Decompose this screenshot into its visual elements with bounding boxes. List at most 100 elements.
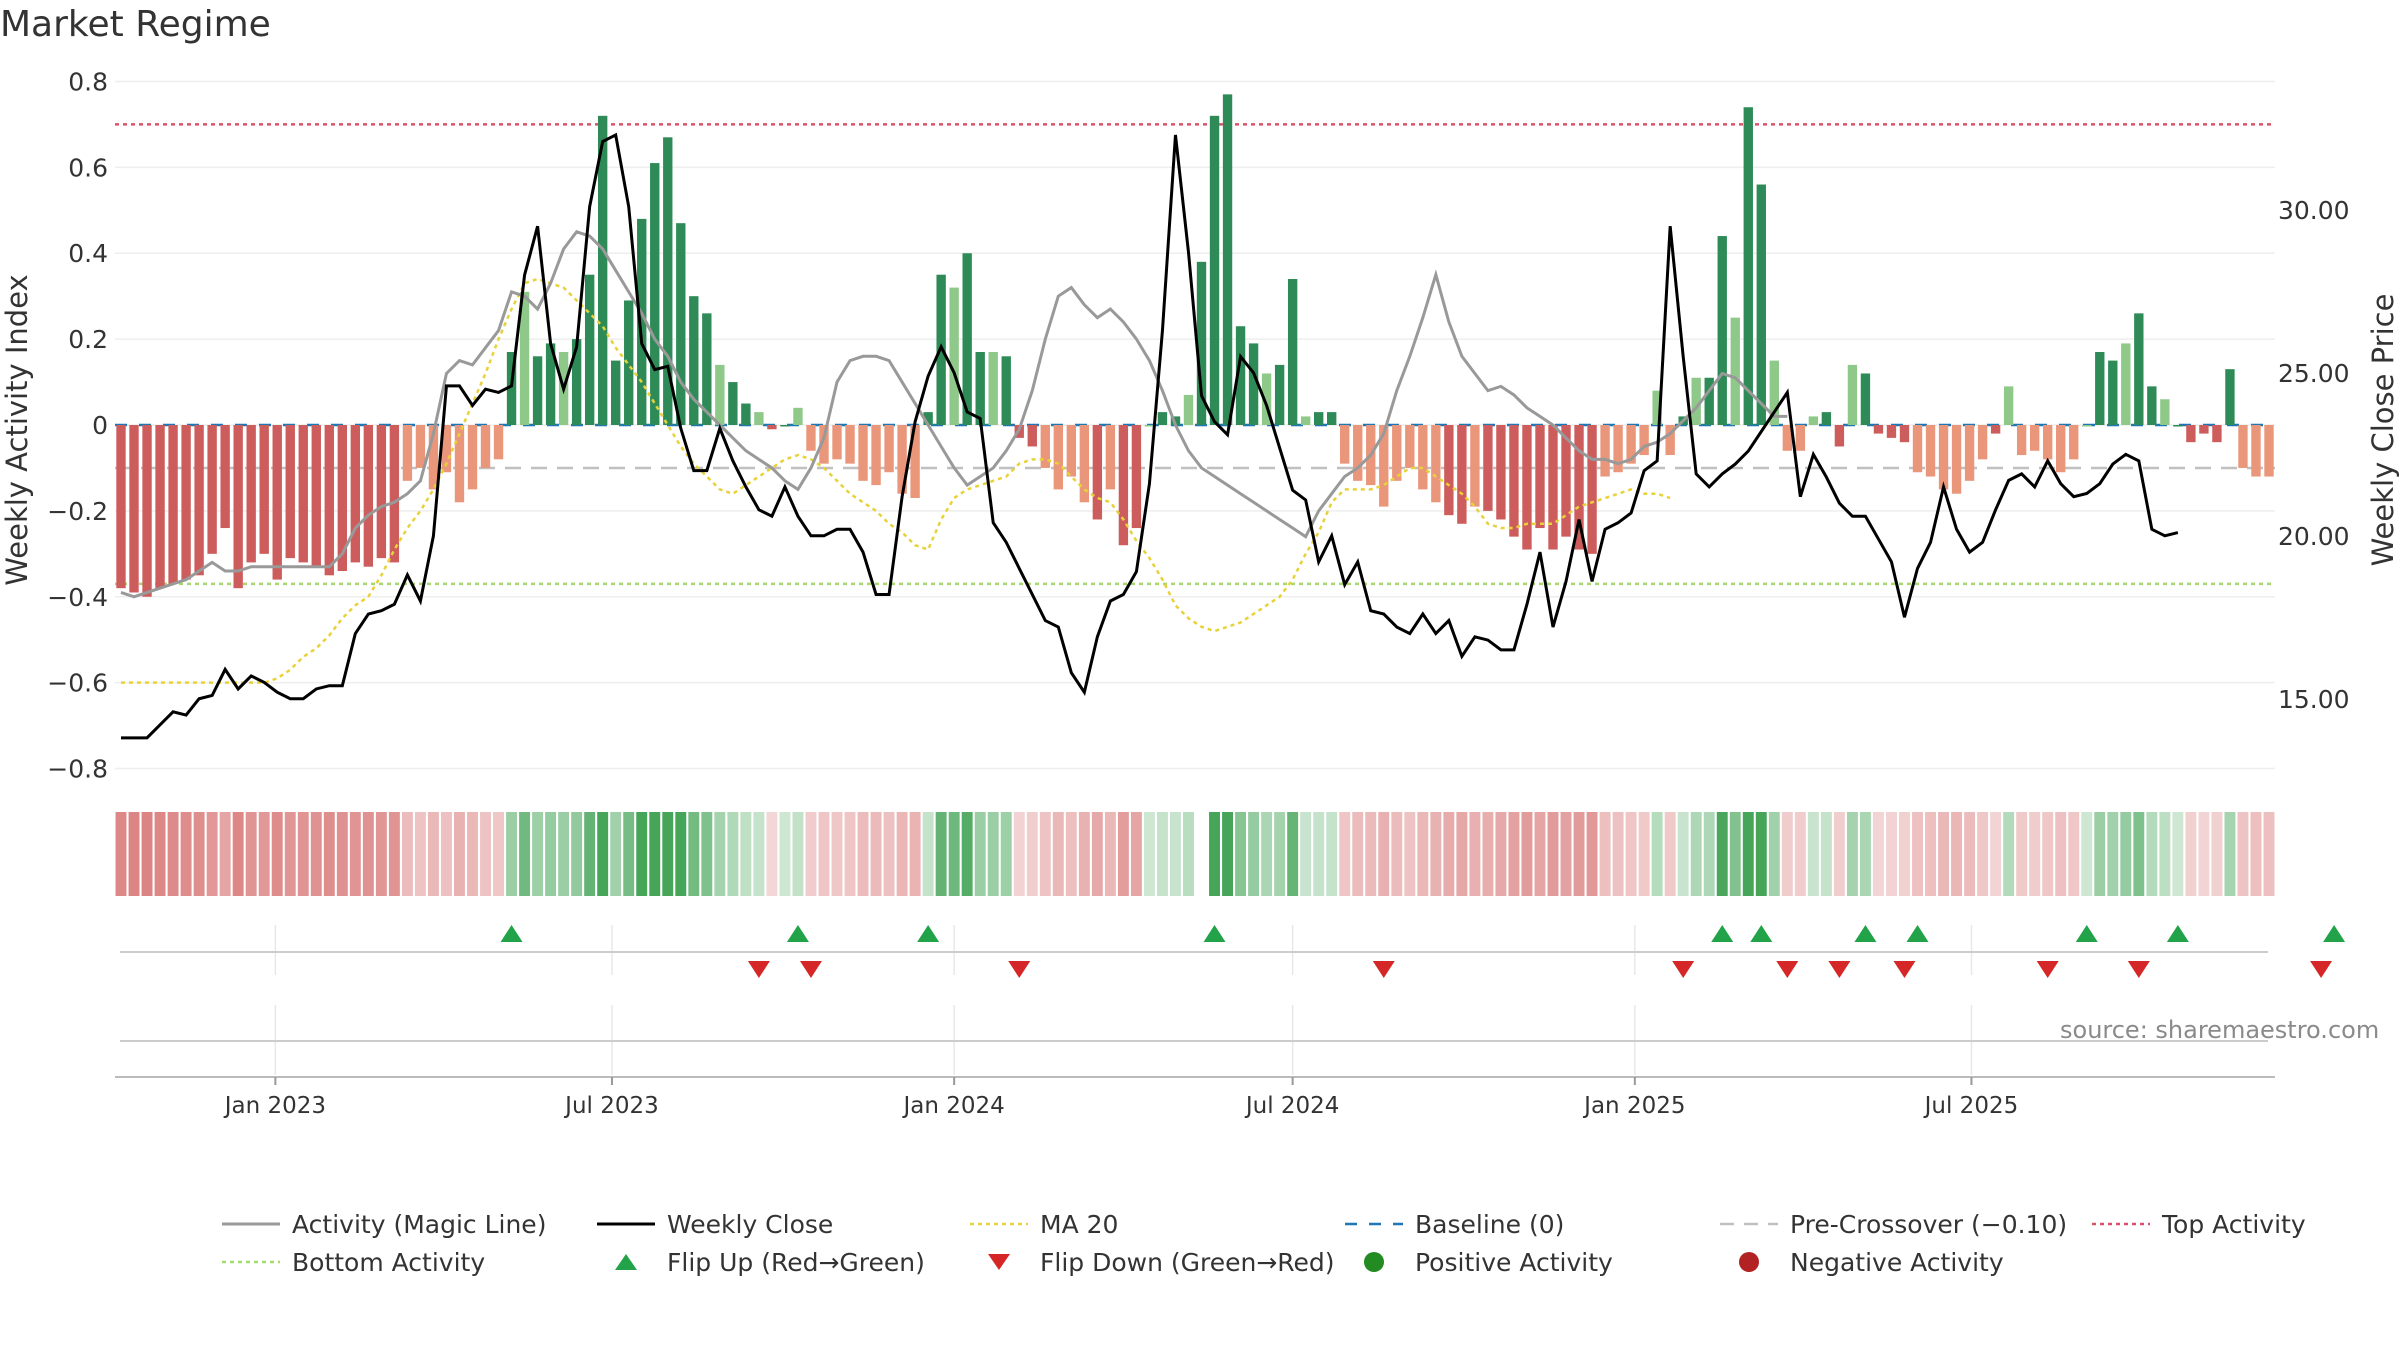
regime-cell <box>805 812 817 896</box>
legend-item-pos: Positive Activity <box>1343 1246 1613 1278</box>
activity-bar <box>1470 425 1480 507</box>
regime-cell <box>1899 812 1910 896</box>
activity-bar <box>1886 425 1897 438</box>
regime-cell <box>1326 812 1338 896</box>
activity-bar <box>571 339 582 425</box>
activity-bar <box>2121 343 2131 425</box>
activity-bar <box>1899 425 1910 443</box>
legend-symbol-baseline <box>1345 1222 1403 1226</box>
regime-cell <box>206 812 218 896</box>
regime-cell <box>1534 812 1546 896</box>
left-axis-label: Weekly Activity Index <box>0 274 34 585</box>
legend-label-pos: Positive Activity <box>1415 1247 1613 1277</box>
regime-cell <box>154 812 166 896</box>
activity-bar <box>1235 326 1246 425</box>
regime-cell <box>1339 812 1351 896</box>
activity-bar <box>1795 425 1806 451</box>
regime-cell <box>1143 812 1155 896</box>
activity-bar <box>1444 425 1454 516</box>
regime-cell <box>662 812 674 896</box>
regime-cell <box>714 812 726 896</box>
activity-bar <box>2108 360 2118 425</box>
regime-cell <box>2016 812 2028 896</box>
regime-cell <box>2172 812 2184 896</box>
activity-bar <box>2016 425 2027 456</box>
activity-bar <box>2082 425 2092 427</box>
activity-bar <box>806 425 816 451</box>
activity-bar <box>493 425 504 460</box>
activity-bar <box>663 137 673 425</box>
regime-cell <box>1300 812 1312 896</box>
activity-bar <box>1131 425 1142 529</box>
flip-up-marker <box>1203 925 1226 942</box>
activity-bar <box>1808 416 1819 425</box>
regime-cell <box>1026 812 1038 896</box>
activity-bar <box>363 425 374 567</box>
regime-cell <box>493 812 504 896</box>
regime-cell <box>2146 812 2158 896</box>
legend-label-baseline: Baseline (0) <box>1415 1209 1565 1239</box>
regime-cell <box>1846 812 1858 896</box>
activity-bar <box>832 425 842 460</box>
activity-bar <box>1105 425 1116 490</box>
left-tick-label: −0.8 <box>47 755 108 784</box>
flip-down-marker <box>1372 961 1395 978</box>
regime-cell <box>571 812 583 896</box>
regime-cell <box>414 812 426 896</box>
regime-cell <box>1183 812 1194 896</box>
activity-bar <box>545 343 556 425</box>
regime-cell <box>1886 812 1897 896</box>
flip-up-marker <box>1854 925 1877 942</box>
flip-down-marker <box>1008 961 1031 978</box>
activity-bar <box>2160 399 2170 425</box>
flip-down-marker <box>1893 961 1916 978</box>
left-tick-label: 0.8 <box>68 67 108 96</box>
magic-line <box>120 230 1788 599</box>
activity-bar <box>597 115 608 425</box>
activity-bar <box>1261 373 1272 425</box>
regime-cell <box>1547 812 1559 896</box>
regime-cell <box>1990 812 2002 896</box>
activity-bar <box>1001 356 1011 425</box>
legend-item-flipdown: Flip Down (Green→Red) <box>968 1246 1335 1278</box>
flip-down-marker <box>2036 961 2059 978</box>
regime-cell <box>180 812 192 896</box>
activity-bar <box>2238 425 2248 468</box>
regime-cell <box>349 812 361 896</box>
regime-cell <box>896 812 908 896</box>
regime-cell <box>1209 812 1220 896</box>
regime-cell <box>1912 812 1923 896</box>
regime-cell <box>480 812 491 896</box>
activity-bar <box>1691 377 1701 425</box>
activity-bar <box>324 425 334 576</box>
activity-bar <box>2056 425 2066 473</box>
regime-cell <box>2198 812 2210 896</box>
activity-bar <box>2029 425 2040 451</box>
activity-bar <box>1743 107 1753 425</box>
activity-bar <box>897 425 907 494</box>
regime-cell <box>558 812 570 896</box>
left-tick-label: 0.6 <box>68 153 108 182</box>
regime-cell <box>610 812 622 896</box>
activity-bar <box>1639 425 1649 456</box>
activity-bar <box>311 425 321 567</box>
regime-cell <box>427 812 439 896</box>
activity-bar <box>1600 425 1610 477</box>
regime-cell <box>1612 812 1624 896</box>
legend-item-neg: Negative Activity <box>1718 1246 2004 1278</box>
flip-up-marker <box>2075 925 2098 942</box>
activity-bar <box>194 425 204 576</box>
legend-label-close: Weekly Close <box>667 1209 834 1239</box>
regime-cell <box>440 812 452 896</box>
regime-cell <box>115 812 127 896</box>
regime-cell <box>649 812 661 896</box>
regime-cell <box>922 812 934 896</box>
regime-cell <box>857 812 869 896</box>
legend-symbol-top <box>2092 1222 2150 1226</box>
activity-bar <box>1340 425 1350 464</box>
activity-bar <box>1053 425 1063 490</box>
activity-bar <box>1222 94 1233 426</box>
legend-item-magic: Activity (Magic Line) <box>220 1208 546 1240</box>
regime-cell <box>831 812 843 896</box>
flip-down-marker <box>1776 961 1799 978</box>
